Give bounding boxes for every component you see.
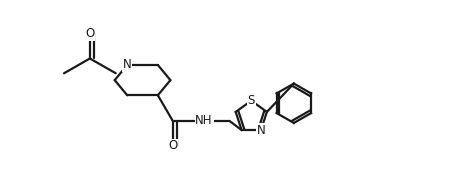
Text: N: N bbox=[256, 124, 265, 137]
Text: NH: NH bbox=[195, 114, 213, 127]
Text: O: O bbox=[85, 27, 95, 40]
Text: S: S bbox=[248, 94, 255, 107]
Text: O: O bbox=[168, 140, 177, 153]
Text: N: N bbox=[123, 59, 132, 72]
